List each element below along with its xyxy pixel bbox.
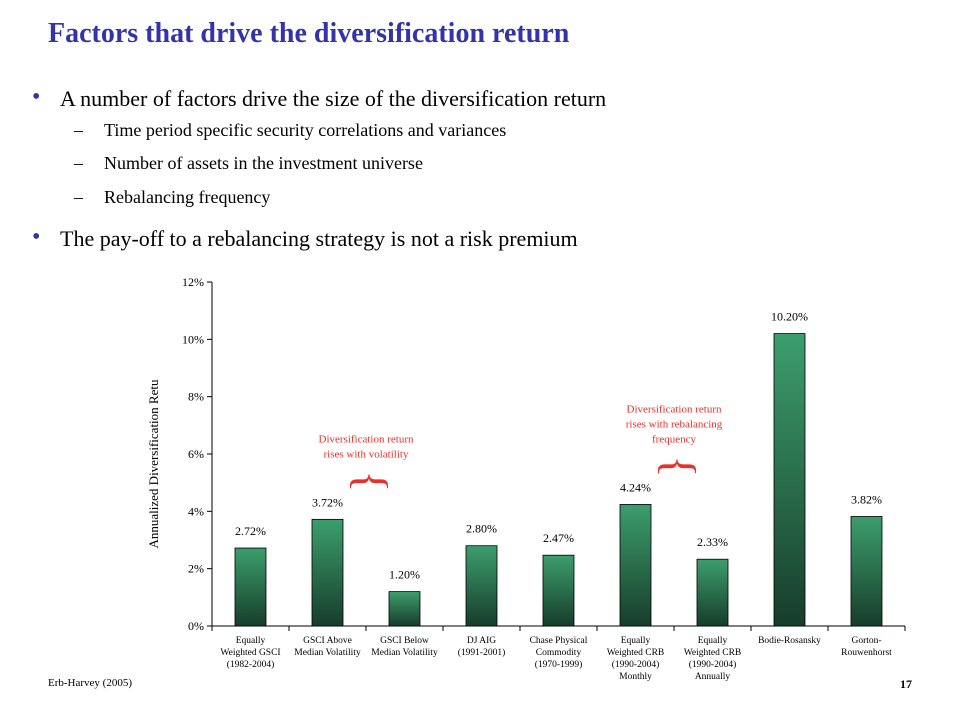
data-label: 2.47% [543, 531, 574, 545]
annotation-text: Diversification return [627, 403, 722, 415]
bar [696, 558, 729, 627]
x-tick-label: Weighted CRB [607, 648, 665, 658]
bar [542, 554, 575, 627]
annotation-text: frequency [652, 433, 696, 445]
sub-bullet-item: – Number of assets in the investment uni… [74, 153, 423, 174]
y-tick-label: 10% [182, 332, 204, 346]
x-tick-label: GSCI Below [380, 636, 429, 646]
x-tick-label: Monthly [619, 672, 652, 682]
y-tick-label: 4% [188, 504, 204, 518]
data-label: 1.20% [389, 568, 420, 582]
bar [234, 547, 267, 627]
sub-bullet-text: Rebalancing frequency [104, 187, 271, 207]
bullet-list: • A number of factors drive the size of … [0, 0, 960, 260]
y-tick-label: 2% [188, 562, 204, 576]
annotation-text: Diversification return [319, 433, 414, 445]
annotation-brace: { [346, 470, 397, 492]
x-tick-label: (1990-2004) [689, 659, 737, 670]
data-label: 2.80% [466, 522, 497, 536]
bullet-item: • A number of factors drive the size of … [32, 84, 607, 112]
page-number: 17 [900, 677, 912, 691]
y-tick-label: 0% [188, 619, 204, 633]
x-tick-label: (1990-2004) [612, 659, 660, 670]
x-tick-label: (1991-2001) [458, 647, 506, 658]
data-label: 3.82% [851, 492, 882, 506]
y-tick-label: 8% [188, 390, 204, 404]
slide-title: Factors that drive the diversification r… [48, 18, 570, 49]
x-tick-label: Equally [621, 636, 651, 646]
annotation-brace: { [654, 455, 705, 477]
sub-bullet-text: Number of assets in the investment unive… [104, 153, 423, 173]
x-tick-label: Equally [236, 636, 266, 646]
x-tick-label: (1982-2004) [227, 659, 275, 670]
y-tick-label: 12% [182, 275, 204, 289]
dash-marker: – [74, 120, 83, 140]
data-label: 10.20% [771, 310, 808, 324]
y-tick-label: 6% [188, 447, 204, 461]
x-tick-label: Gorton- [851, 636, 881, 646]
bullet-text: A number of factors drive the size of th… [60, 86, 607, 111]
dash-marker: – [74, 187, 83, 207]
x-tick-label: Weighted CRB [684, 648, 742, 658]
bar [850, 516, 883, 627]
sub-bullet-text: Time period specific security correlatio… [104, 120, 507, 140]
x-tick-label: Median Volatility [371, 648, 438, 658]
sub-bullet-item: – Time period specific security correlat… [74, 120, 507, 141]
x-tick-label: (1970-1999) [535, 659, 583, 670]
bullet-text: The pay-off to a rebalancing strategy is… [60, 226, 578, 251]
data-label: 4.24% [620, 480, 651, 494]
x-tick-label: Weighted GSCI [220, 648, 280, 658]
bar [311, 518, 344, 627]
annotation-text: rises with volatility [324, 448, 409, 460]
x-tick-label: Chase Physical [530, 636, 588, 646]
x-tick-label: DJ AIG [467, 636, 496, 646]
bullet-marker: • [32, 224, 41, 250]
bar [619, 504, 652, 627]
x-tick-label: Rouwenhorst [841, 648, 892, 658]
annotation-text: rises with rebalancing [626, 418, 723, 430]
data-label: 3.72% [312, 495, 343, 509]
sub-bullet-item: – Rebalancing frequency [74, 187, 271, 208]
x-tick-label: Commodity [536, 648, 582, 658]
x-tick-label: GSCI Above [303, 636, 352, 646]
x-tick-label: Bodie-Rosansky [758, 636, 821, 646]
bullet-item: • The pay-off to a rebalancing strategy … [32, 224, 578, 252]
x-tick-label: Median Volatility [294, 648, 361, 658]
data-label: 2.72% [235, 524, 266, 538]
data-label: 2.33% [697, 535, 728, 549]
dash-marker: – [74, 153, 83, 173]
x-tick-label: Equally [698, 636, 728, 646]
source-citation: Erb-Harvey (2005) [48, 677, 132, 689]
bullet-marker: • [32, 84, 41, 110]
bar [388, 591, 421, 627]
y-axis-label: Annualized Diversification Retu [146, 379, 161, 548]
bar [465, 545, 498, 627]
bar [773, 333, 806, 627]
x-tick-label: Annually [695, 672, 731, 682]
